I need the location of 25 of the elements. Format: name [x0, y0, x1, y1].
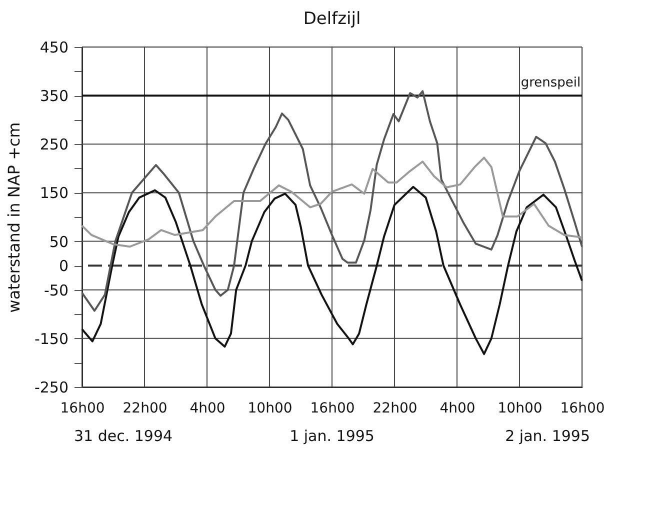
x-tick-label: 16h00: [310, 400, 355, 416]
x-tick-label: 22h00: [372, 400, 418, 416]
text: 31 dec. 1994: [74, 427, 173, 445]
y-tick-label: 350: [40, 87, 68, 106]
x-tick-label: 10h00: [248, 400, 292, 416]
x-tick-label: 16h00: [60, 400, 105, 416]
y-tick-label: 0: [58, 257, 68, 276]
y-tick-label: 50: [49, 232, 68, 251]
y-tick-label: -250: [34, 378, 68, 396]
y-axis-title: waterstand in NAP +cm: [4, 122, 24, 313]
y-tick-label: -50: [44, 281, 68, 300]
line-series: [81, 156, 583, 248]
y-tick-label: 450: [40, 38, 68, 56]
y-tick-label: 250: [40, 136, 68, 154]
chart-title: Delfzijl: [303, 9, 361, 29]
x-tick-label: 10h00: [498, 400, 542, 416]
x-tick-label: 16h00: [560, 400, 605, 416]
text: 1 jan. 1995: [290, 427, 374, 445]
y-tick-label: -150: [34, 330, 68, 348]
text: 2 jan. 1995: [505, 427, 590, 445]
x-tick-label: 4h00: [440, 400, 476, 416]
x-tick-label: 22h00: [122, 400, 168, 416]
ref-line-label: grenspeil: [520, 76, 581, 91]
y-tick-label: 150: [40, 184, 68, 202]
x-tick-label: 4h00: [190, 400, 226, 416]
